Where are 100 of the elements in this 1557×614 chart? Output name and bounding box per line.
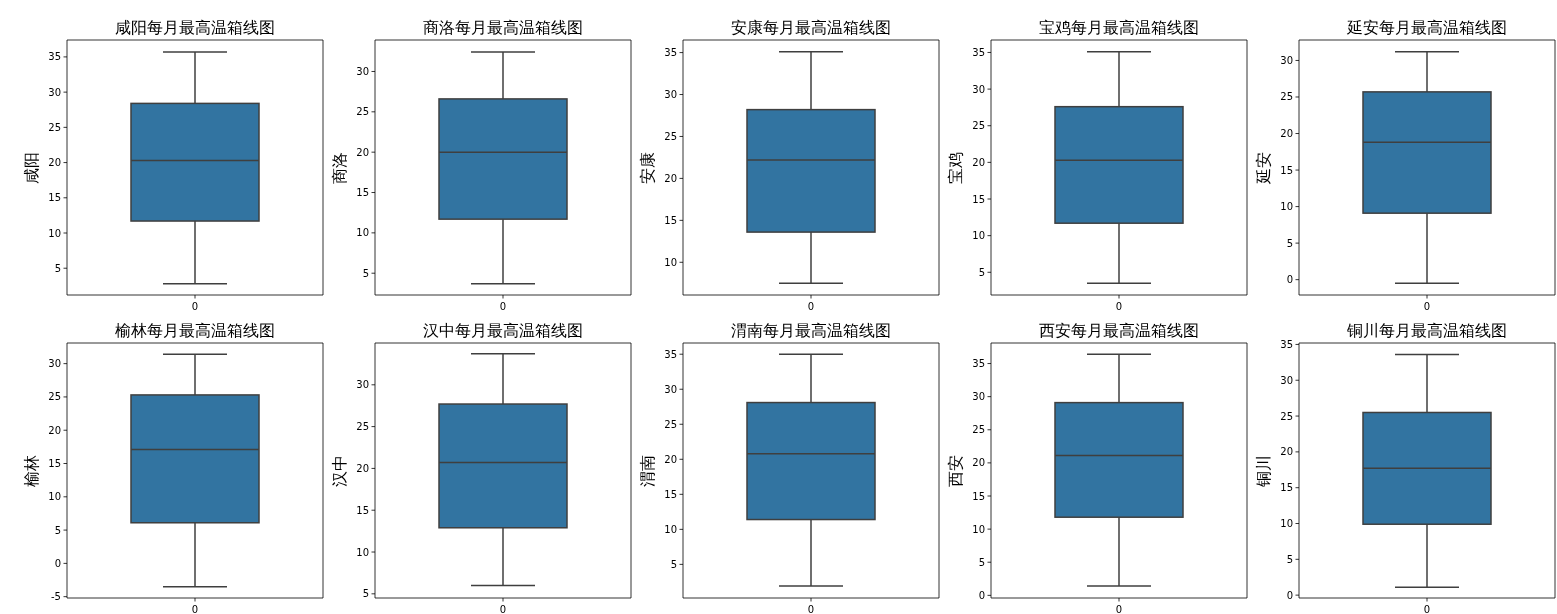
x-tick-label: 0 [807,301,815,312]
y-tick-label: 10 [972,230,985,242]
y-tick-label: 5 [54,262,61,274]
y-tick-label: 30 [664,89,677,101]
y-tick-label: 0 [54,557,61,569]
chart-title: 渭南每月最高温箱线图 [731,321,891,340]
y-tick-label: 25 [664,130,677,142]
y-tick-label: 10 [48,227,61,239]
y-tick-label: 15 [1280,482,1293,494]
chart-title: 咸阳每月最高温箱线图 [115,18,275,37]
y-tick-label: 15 [1280,164,1293,176]
y-tick-label: 20 [356,146,369,158]
y-tick-label: 10 [1280,518,1293,530]
y-tick-label: 20 [1280,128,1293,140]
y-tick-label: 5 [1286,237,1293,249]
y-tick-label: 20 [972,457,985,469]
y-axis-title: 咸阳 [22,151,41,184]
y-tick-label: 5 [362,267,369,279]
x-tick-label: 0 [191,301,199,312]
y-axis-title: 延安 [1254,151,1273,185]
x-tick-label: 0 [1423,604,1431,614]
y-axis-title: 渭南 [638,454,657,487]
y-tick-label: 10 [664,256,677,268]
y-tick-label: 15 [356,187,369,199]
y-tick-label: 10 [48,491,61,503]
y-tick-label: 15 [664,488,677,500]
x-tick-label: 0 [1115,604,1123,614]
chart-title: 榆林每月最高温箱线图 [115,321,275,340]
y-tick-label: 35 [972,46,985,58]
y-tick-label: 30 [972,83,985,95]
chart-title: 西安每月最高温箱线图 [1039,321,1199,340]
y-tick-label: 20 [664,453,677,465]
y-axis-title: 宝鸡 [946,151,965,184]
chart-title: 延安每月最高温箱线图 [1346,18,1507,37]
y-tick-label: 0 [1286,274,1293,286]
y-tick-label: 30 [1280,374,1293,386]
y-axis-title: 西安 [946,454,965,487]
y-tick-label: 30 [664,383,677,395]
chart-title: 汉中每月最高温箱线图 [423,321,583,340]
y-tick-label: 5 [362,588,369,600]
y-tick-label: 10 [356,546,369,558]
y-tick-label: 0 [1286,589,1293,601]
y-tick-label: 15 [356,504,369,516]
x-tick-label: 0 [807,604,815,614]
y-tick-label: 25 [972,424,985,436]
y-tick-label: 5 [978,266,985,278]
y-tick-label: 10 [664,523,677,535]
y-tick-label: 20 [972,156,985,168]
y-tick-label: 35 [1280,338,1293,350]
y-tick-label: 25 [972,120,985,132]
y-tick-label: 25 [356,106,369,118]
y-tick-label: 35 [48,51,61,63]
y-tick-label: 25 [1280,91,1293,103]
x-tick-label: 0 [1423,301,1431,312]
y-tick-label: 25 [664,418,677,430]
chart-title: 铜川每月最高温箱线图 [1346,321,1507,340]
chart-title: 宝鸡每月最高温箱线图 [1039,18,1199,37]
y-tick-label: 30 [1280,54,1293,66]
y-axis-title: 安康 [638,151,657,184]
y-tick-label: 20 [48,424,61,436]
y-axis-title: 铜川 [1254,454,1273,488]
y-tick-label: 15 [48,192,61,204]
y-tick-label: 35 [664,47,677,59]
y-tick-label: 0 [978,589,985,601]
y-tick-label: 35 [664,348,677,360]
y-tick-label: 20 [356,462,369,474]
y-tick-label: 15 [972,193,985,205]
y-tick-label: 10 [1280,201,1293,213]
y-axis-title: 商洛 [330,151,349,184]
y-axis-title: 汉中 [330,454,349,487]
x-tick-label: 0 [191,604,199,614]
y-tick-label: 5 [1286,553,1293,565]
y-tick-label: 20 [48,157,61,169]
y-tick-label: 5 [54,524,61,536]
y-tick-label: 25 [1280,410,1293,422]
y-tick-label: 5 [978,556,985,568]
y-tick-label: 30 [356,65,369,77]
y-tick-label: 10 [356,227,369,239]
y-tick-label: 25 [48,391,61,403]
y-tick-label: 15 [972,490,985,502]
y-tick-label: 20 [664,172,677,184]
y-tick-label: 10 [972,523,985,535]
x-tick-label: 0 [1115,301,1123,312]
y-tick-label: 15 [664,214,677,226]
x-tick-label: 0 [499,301,507,312]
y-tick-label: 25 [48,121,61,133]
x-tick-label: 0 [499,604,507,614]
y-tick-label: 35 [972,358,985,370]
y-tick-label: 15 [48,458,61,470]
y-tick-label: 25 [356,421,369,433]
y-tick-label: 5 [670,558,677,570]
y-tick-label: 30 [48,358,61,370]
y-tick-label: 30 [48,86,61,98]
chart-title: 商洛每月最高温箱线图 [423,18,583,37]
y-axis-title: 榆林 [22,454,41,487]
y-tick-label: 20 [1280,446,1293,458]
y-tick-label: 30 [972,391,985,403]
y-tick-label: 30 [356,379,369,391]
chart-title: 安康每月最高温箱线图 [731,18,891,37]
y-tick-label: -5 [51,591,61,603]
